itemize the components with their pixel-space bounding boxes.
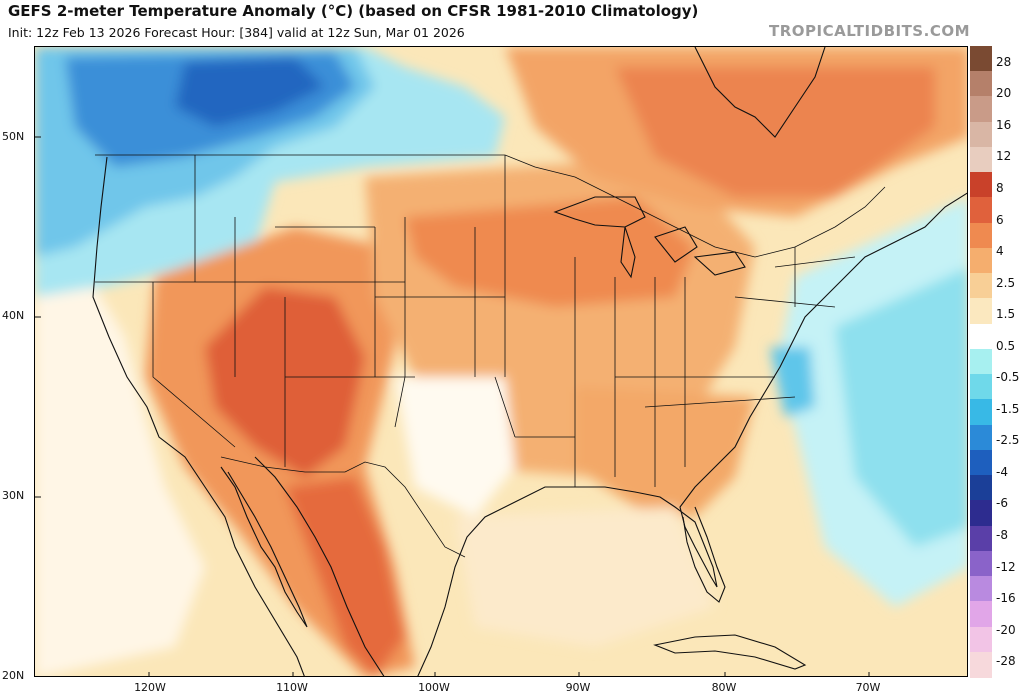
colorbar-tick-label: 0.5 xyxy=(996,338,1016,353)
brand-watermark: TROPICALTIDBITS.COM xyxy=(769,22,970,40)
colorbar-swatch xyxy=(970,96,992,123)
colorbar-swatch xyxy=(970,399,992,426)
colorbar-tick-label: 28 xyxy=(996,54,1012,69)
colorbar-swatch xyxy=(970,601,992,628)
lon-label-110w: 110W xyxy=(276,681,308,694)
colorbar-swatch xyxy=(970,550,992,577)
colorbar-tick-label: -0.5 xyxy=(996,370,1020,385)
near-normal-pacific xyxy=(35,287,205,676)
colorbar-swatch xyxy=(970,323,992,350)
cold-anomaly-atlantic-core xyxy=(835,267,967,547)
map-subtitle: Init: 12z Feb 13 2026 Forecast Hour: [38… xyxy=(8,25,465,40)
warm-anomaly-midwest-core xyxy=(405,197,695,307)
warm-anomaly-eastern-canada-core xyxy=(615,67,935,197)
map-title: GEFS 2-meter Temperature Anomaly (°C) (b… xyxy=(8,2,699,20)
colorbar-swatch xyxy=(970,500,992,527)
colorbar-tick-label: -4 xyxy=(996,464,1008,479)
colorbar-swatch xyxy=(970,298,992,325)
florida-coastline xyxy=(682,506,726,603)
near-normal-gulf xyxy=(455,507,715,647)
coastlines xyxy=(92,47,967,676)
great-lakes-outline xyxy=(553,196,746,279)
colorbar-swatch xyxy=(970,71,992,98)
mexico-west-coast xyxy=(254,456,385,676)
colorbar-tick-label: 1.5 xyxy=(996,307,1016,322)
colorbar-swatch xyxy=(970,348,992,375)
gulf-coastline xyxy=(417,192,967,676)
colorbar-swatch xyxy=(970,449,992,476)
colorbar-swatch xyxy=(970,273,992,299)
lon-label-80w: 80W xyxy=(711,681,737,694)
colorbar-swatch xyxy=(970,475,992,501)
colorbar-swatch xyxy=(970,247,992,274)
state-lines xyxy=(95,155,856,487)
colorbar-tick-label: 4 xyxy=(996,244,1004,259)
colorbar-tick-label: 16 xyxy=(996,117,1012,132)
colorbar-tick-label: 12 xyxy=(996,149,1012,164)
cold-anomaly-northwest-deepest xyxy=(175,57,325,127)
colorbar-tick-label: -16 xyxy=(996,591,1016,606)
colorbar-tick-label: 6 xyxy=(996,212,1004,227)
colorbar-tick-label: -6 xyxy=(996,496,1008,511)
lon-label-120w: 120W xyxy=(134,681,166,694)
colorbar-tick-label: -2.5 xyxy=(996,433,1020,448)
colorbar-tick-label: -8 xyxy=(996,528,1008,543)
colorbar-swatch xyxy=(970,121,992,148)
baja-coastline xyxy=(220,466,308,628)
colorbar-tick-label: -1.5 xyxy=(996,401,1020,416)
colorbar xyxy=(970,46,992,678)
colorbar-tick-label: -12 xyxy=(996,559,1016,574)
map-svg xyxy=(35,47,967,676)
graticule-ticks xyxy=(35,136,870,676)
colorbar-tick-label: 2.5 xyxy=(996,275,1016,290)
colorbar-swatch xyxy=(970,576,992,602)
colorbar-swatch xyxy=(970,46,992,72)
colorbar-tick-label: -20 xyxy=(996,622,1016,637)
lon-label-90w: 90W xyxy=(565,681,591,694)
lat-label-40n: 40N xyxy=(2,309,25,322)
hudson-bay-coastline xyxy=(694,47,826,138)
colorbar-tick-label: -28 xyxy=(996,654,1016,669)
colorbar-swatch xyxy=(970,424,992,451)
colorbar-tick-label: 8 xyxy=(996,180,1004,195)
colorbar-swatch xyxy=(970,651,992,678)
lat-label-20n: 20N xyxy=(2,669,25,682)
colorbar-swatch xyxy=(970,197,992,224)
colorbar-swatch xyxy=(970,374,992,400)
us-mexico-border xyxy=(220,456,466,558)
colorbar-swatch xyxy=(970,222,992,249)
colorbar-swatch xyxy=(970,626,992,653)
near-normal-texas xyxy=(395,377,515,517)
colorbar-swatch xyxy=(970,172,992,199)
west-coastline xyxy=(92,156,305,676)
political-borders xyxy=(95,154,886,558)
colorbar-tick-label: 20 xyxy=(996,86,1012,101)
lon-label-70w: 70W xyxy=(855,681,881,694)
warm-anomaly-southeast xyxy=(575,387,755,517)
us-canada-border xyxy=(95,154,886,258)
lat-label-30n: 30N xyxy=(2,489,25,502)
lon-label-100w: 100W xyxy=(418,681,450,694)
anomaly-map xyxy=(34,46,968,677)
lat-label-50n: 50N xyxy=(2,130,25,143)
colorbar-swatch xyxy=(970,146,992,173)
warm-anomaly-mexico xyxy=(285,477,405,676)
colorbar-swatch xyxy=(970,525,992,552)
cuba-coastline xyxy=(653,634,807,670)
